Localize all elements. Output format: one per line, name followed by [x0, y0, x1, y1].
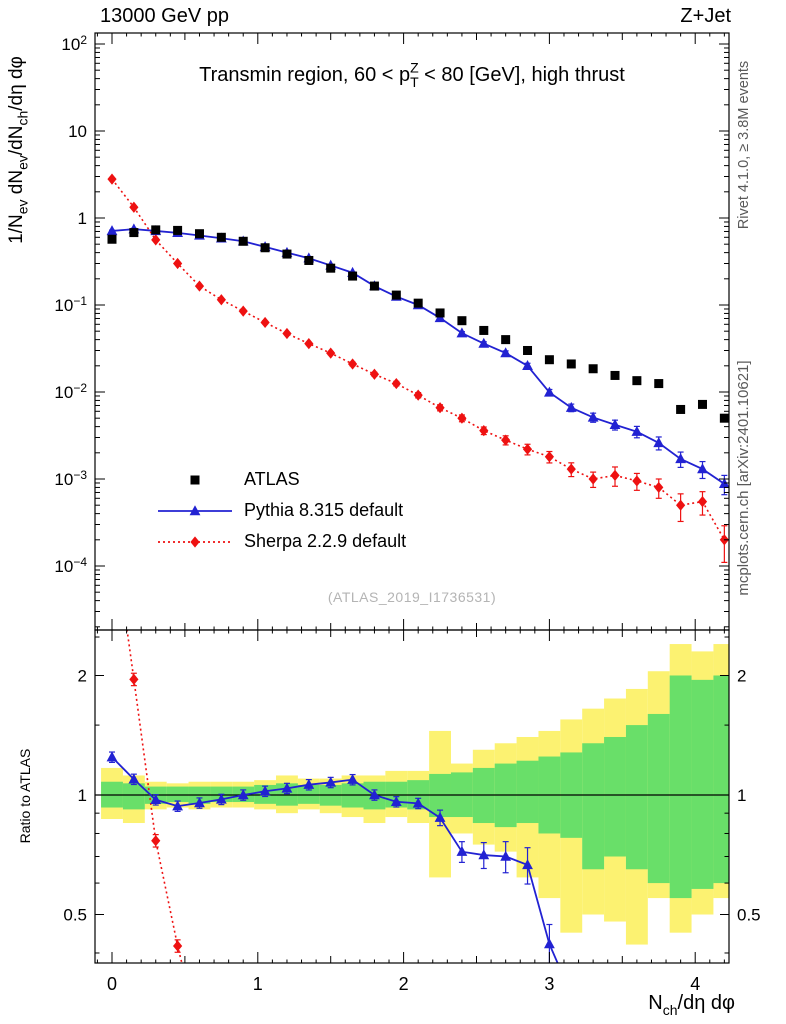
svg-text:10−4: 10−4 — [54, 555, 87, 576]
series-sherpa — [107, 173, 729, 563]
uncertainty-bands — [101, 644, 729, 945]
rivet-version-note: Rivet 4.1.0, ≥ 3.8M events — [736, 61, 752, 229]
svg-text:2: 2 — [399, 974, 409, 994]
svg-text:10: 10 — [68, 122, 87, 141]
svg-text:0: 0 — [107, 974, 117, 994]
legend-label: ATLAS — [244, 469, 300, 489]
svg-text:3: 3 — [544, 974, 554, 994]
svg-text:1: 1 — [78, 209, 87, 228]
axis-ticks — [95, 33, 729, 963]
ratio-sherpa — [126, 630, 183, 963]
svg-text:10−3: 10−3 — [54, 468, 87, 489]
svg-text:2: 2 — [737, 666, 746, 685]
mcplots-arxiv-note: mcplots.cern.ch [arXiv:2401.10621] — [735, 360, 752, 595]
process-label: Z+Jet — [680, 5, 731, 27]
legend-label: Pythia 8.315 default — [244, 500, 404, 520]
svg-text:10−2: 10−2 — [54, 381, 87, 402]
analysis-id-watermark: (ATLAS_2019_I1736531) — [327, 589, 497, 605]
series-pythia — [106, 223, 729, 496]
svg-text:1: 1 — [253, 974, 263, 994]
legend-item-sherpa: Sherpa 2.2.9 default — [156, 526, 406, 557]
beam-energy-label: 13000 GeV pp — [100, 5, 229, 27]
svg-text:1: 1 — [78, 786, 87, 805]
legend-marker-square-icon — [190, 475, 200, 484]
svg-text:0.5: 0.5 — [737, 906, 761, 925]
ratio-axis-title: Ratio to ATLAS — [17, 749, 33, 844]
y-axis-title: 1/Nev dNev/dNch/dη dφ — [6, 56, 31, 244]
legend-label: Sherpa 2.2.9 default — [244, 531, 407, 551]
series-atlas — [107, 225, 729, 423]
legend: ATLAS Pythia 8.315 default Sherpa 2.2.9 de… — [156, 464, 406, 557]
svg-text:2: 2 — [78, 666, 87, 685]
svg-text:4: 4 — [690, 974, 700, 994]
x-axis-title: Nch/dη dφ — [648, 992, 735, 1018]
svg-text:1: 1 — [737, 786, 746, 805]
svg-text:10−1: 10−1 — [54, 294, 87, 315]
svg-text:102: 102 — [61, 33, 87, 54]
legend-marker-diamond-icon — [158, 535, 232, 548]
legend-item-pythia: Pythia 8.315 default — [156, 495, 406, 526]
legend-item-atlas: ATLAS — [156, 464, 406, 495]
ratio-panel-frame — [94, 629, 730, 964]
svg-text:0.5: 0.5 — [63, 906, 87, 925]
ratio-pythia — [106, 751, 559, 963]
panel-title: Transmin region, 60 < pZ T < 80 [GeV], hi… — [199, 60, 625, 90]
legend-marker-triangle-icon — [158, 504, 232, 515]
